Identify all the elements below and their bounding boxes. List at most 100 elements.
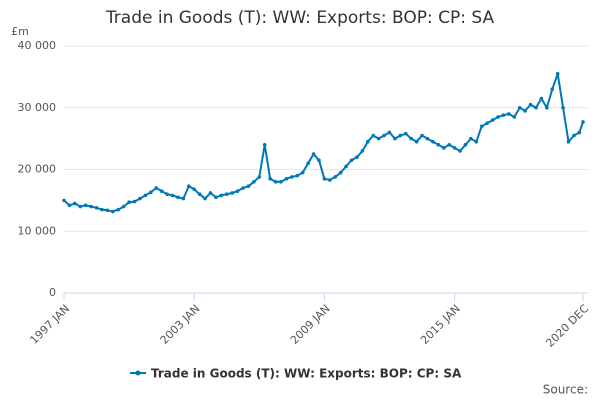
x-tick-label: 2020 DEC [543,302,591,350]
data-point [62,198,66,203]
data-point [143,193,148,198]
data-point [441,146,446,150]
y-tick-label: 40 000 [18,39,57,52]
x-tick-label: 2009 JAN [288,302,333,347]
data-point [566,139,571,144]
data-point [436,143,441,147]
legend-marker [135,370,141,376]
data-point [376,136,381,141]
data-point [382,133,386,138]
data-point [561,105,565,110]
data-point [181,196,186,201]
data-point [149,190,153,195]
data-point [192,187,197,192]
data-point [355,155,359,159]
data-point [219,193,224,198]
data-point [545,105,549,110]
data-point [458,149,462,153]
data-point [284,176,289,181]
data-point [507,112,511,116]
data-point [262,143,267,147]
data-point [105,208,110,213]
data-point [111,209,115,214]
data-point [403,131,408,136]
data-point [197,192,202,196]
data-point [94,205,99,210]
data-point [420,133,424,138]
data-point [371,133,376,138]
data-point [366,139,370,144]
data-point [474,139,479,144]
data-point [132,199,137,204]
data-point [387,130,392,135]
data-point [349,158,354,163]
x-tick-label: 2015 JAN [418,302,463,347]
data-point [409,136,414,141]
y-axis-label: £m [11,25,29,38]
legend-label: Trade in Goods (T): WW: Exports: BOP: CP… [151,367,462,381]
data-point [241,186,245,190]
chart-title: Trade in Goods (T): WW: Exports: BOP: CP… [105,8,495,28]
data-point [306,161,310,166]
data-point [512,115,517,119]
data-point [230,191,234,195]
data-point [463,143,468,147]
data-point [496,115,500,119]
data-point [246,184,251,188]
data-point [295,173,300,178]
data-point [431,139,435,144]
data-point [138,196,142,201]
data-line [63,73,584,213]
data-point [121,204,126,209]
data-point [501,113,506,117]
data-point [485,121,489,125]
data-point [268,176,272,181]
data-point [555,71,560,76]
data-point [534,105,538,110]
data-point [528,102,533,107]
data-point [338,170,343,175]
data-point [581,120,585,124]
data-point [214,195,218,200]
data-point [176,195,180,200]
data-point [100,207,104,212]
data-point [447,143,451,147]
data-point [393,136,397,141]
data-point [203,196,207,201]
data-point [170,193,175,198]
data-point [208,191,213,195]
data-point [78,204,83,209]
data-point [154,186,159,190]
data-point [165,192,169,196]
data-point [577,130,582,135]
data-point [257,175,262,179]
data-point [89,204,93,209]
data-point [311,152,316,156]
x-tick-label: 1997 JAN [27,302,72,347]
data-point [73,201,77,206]
data-point [360,149,365,153]
data-point [490,118,495,122]
data-point [479,124,484,129]
source: Source: [543,383,588,397]
y-tick-label: 20 000 [18,163,57,176]
data-point [333,175,338,179]
data-point [159,189,164,193]
data-point [116,207,121,212]
data-point [300,170,305,175]
data-point [273,180,278,184]
data-point [523,109,527,113]
data-point [290,175,294,179]
data-point [328,178,332,182]
data-point [469,136,473,141]
y-tick-label: 10 000 [18,224,57,237]
data-point [322,176,327,181]
data-point [572,133,576,138]
data-point [279,180,283,184]
data-point [235,189,240,193]
data-point [425,136,430,141]
data-point [186,184,191,188]
data-point [67,203,72,208]
